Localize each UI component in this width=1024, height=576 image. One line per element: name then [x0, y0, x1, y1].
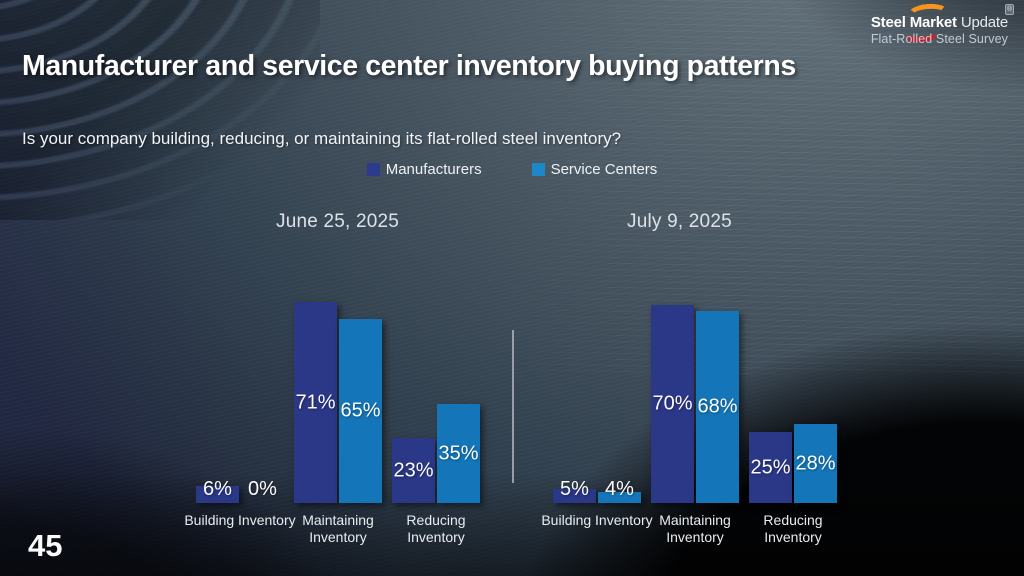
- value-label-manufacturers-reducing-inventory: 23%: [393, 459, 434, 481]
- bar-manufacturers-maintaining-inventory: 70%: [651, 305, 694, 503]
- value-label-manufacturers-reducing-inventory: 25%: [750, 456, 791, 478]
- logo-subtitle: Flat-Rolled Steel Survey: [870, 31, 1008, 46]
- bar-service-centers-building-inventory: 4%: [598, 478, 641, 503]
- legend-item-manufacturers: Manufacturers: [366, 161, 482, 178]
- bar-group-building-inventory: 5% 4% Building Inventory: [541, 478, 652, 528]
- bar-group-reducing-inventory: 25% 28% Reducing Inventory: [749, 424, 837, 545]
- bar-manufacturers-maintaining-inventory: 71%: [294, 302, 337, 503]
- value-label-service-centers-building-inventory: 4%: [605, 478, 634, 500]
- smu-logo-wordmark: Steel Market Update ®: [870, 2, 1014, 44]
- page-title: Manufacturer and service center inventor…: [22, 50, 796, 82]
- value-label-manufacturers-maintaining-inventory: 71%: [295, 391, 336, 413]
- legend-swatch-manufacturers: [366, 163, 380, 176]
- bar-group-maintaining-inventory: 70% 68% Maintaining Inventory: [651, 305, 739, 545]
- registered-mark-icon: ®: [1005, 4, 1014, 15]
- chart-title-july: July 9, 2025: [627, 211, 732, 232]
- category-label-maintaining-inventory: Maintaining Inventory: [302, 512, 374, 545]
- bar-group-reducing-inventory: 23% 35% Reducing Inventory: [392, 404, 480, 545]
- bar-service-centers-reducing-inventory: 28%: [794, 424, 837, 503]
- legend-label-manufacturers: Manufacturers: [385, 161, 482, 178]
- value-label-service-centers-reducing-inventory: 28%: [795, 452, 836, 474]
- chart-july: 5% 4% Building Inventory 70% 68% Maintaining …: [541, 305, 837, 545]
- bar-manufacturers-building-inventory: 5%: [553, 478, 596, 503]
- legend-swatch-service-centers: [531, 163, 545, 176]
- bar-group-maintaining-inventory: 71% 65% Maintaining Inventory: [294, 302, 382, 545]
- bar-manufacturers-building-inventory: 6%: [196, 478, 239, 503]
- page-number: 45: [28, 528, 63, 563]
- value-label-service-centers-maintaining-inventory: 68%: [697, 395, 738, 418]
- bar-service-centers-maintaining-inventory: 65%: [339, 319, 382, 503]
- legend-label-service-centers: Service Centers: [550, 161, 658, 178]
- category-label-reducing-inventory: Reducing Inventory: [406, 512, 466, 545]
- logo-brand-bold: Steel Market: [870, 14, 957, 31]
- category-label-reducing-inventory: Reducing Inventory: [763, 512, 823, 545]
- bar-manufacturers-reducing-inventory: 25%: [749, 432, 792, 503]
- value-label-service-centers-reducing-inventory: 35%: [438, 442, 479, 464]
- bar-group-building-inventory: 6% 0% Building Inventory: [184, 478, 295, 528]
- category-label-building-inventory: Building Inventory: [541, 512, 653, 528]
- chart-divider: [512, 330, 514, 483]
- bar-service-centers-reducing-inventory: 35%: [437, 404, 480, 503]
- smu-logo: Steel Market Update ® Flat-Rolled Steel …: [870, 2, 1014, 46]
- value-label-service-centers-building-inventory: 0%: [248, 478, 277, 500]
- category-label-building-inventory: Building Inventory: [184, 512, 296, 528]
- value-label-manufacturers-maintaining-inventory: 70%: [652, 392, 693, 415]
- survey-question: Is your company building, reducing, or m…: [22, 129, 622, 148]
- chart-june: 6% 0% Building Inventory 71% 65% Maintaining …: [184, 302, 480, 545]
- value-label-manufacturers-building-inventory: 5%: [560, 478, 589, 500]
- value-label-manufacturers-building-inventory: 6%: [203, 478, 232, 500]
- value-label-service-centers-maintaining-inventory: 65%: [340, 399, 381, 422]
- bar-manufacturers-reducing-inventory: 23%: [392, 438, 435, 503]
- logo-brand-light: Update: [956, 14, 1008, 31]
- chart-legend: Manufacturers Service Centers: [0, 161, 1024, 178]
- chart-title-june: June 25, 2025: [276, 211, 400, 232]
- category-label-maintaining-inventory: Maintaining Inventory: [659, 512, 731, 545]
- legend-item-service-centers: Service Centers: [531, 161, 658, 178]
- bar-service-centers-maintaining-inventory: 68%: [696, 311, 739, 503]
